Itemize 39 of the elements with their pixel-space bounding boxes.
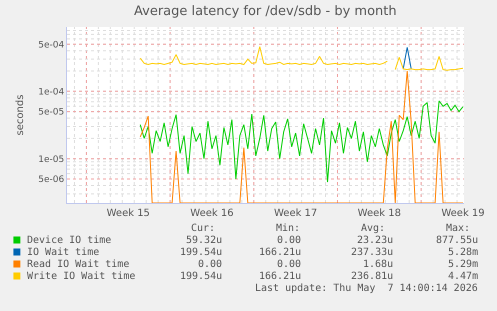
text: 5.28m bbox=[448, 247, 478, 258]
text: 877.55u bbox=[436, 235, 478, 246]
line-series bbox=[140, 70, 464, 203]
legend-label: Device IO time bbox=[27, 235, 112, 246]
y-tick-label: 5e-05 bbox=[38, 108, 64, 118]
text: 0.00 bbox=[198, 259, 222, 270]
x-tick-label: Week 16 bbox=[190, 208, 234, 219]
text: 5.29m bbox=[448, 259, 478, 270]
chart-title: Average latency for /dev/sdb - by month bbox=[134, 4, 397, 19]
text: 0.00 bbox=[277, 235, 302, 246]
y-tick-label: 5e-04 bbox=[38, 40, 64, 50]
text: Cur: bbox=[191, 223, 216, 234]
x-tick-label: Week 19 bbox=[441, 208, 485, 219]
text: 237.33u bbox=[351, 247, 394, 258]
text: 199.54u bbox=[180, 271, 222, 282]
text: 236.81u bbox=[351, 271, 394, 282]
text: Max: bbox=[446, 223, 470, 234]
y-tick-label: 1e-05 bbox=[38, 154, 64, 165]
text: 4.47m bbox=[448, 271, 478, 282]
x-tick-label: Week 18 bbox=[358, 208, 401, 219]
text: Last update: Thu May 7 14:00:14 2026 bbox=[255, 283, 478, 294]
legend-label: Read IO Wait time bbox=[27, 259, 130, 270]
line-series bbox=[140, 100, 464, 183]
text: 1.68u bbox=[363, 259, 394, 270]
text: 199.54u bbox=[180, 247, 222, 258]
y-tick-label: 1e-04 bbox=[38, 87, 64, 98]
text: 166.21u bbox=[259, 271, 302, 282]
text: 59.32u bbox=[186, 235, 222, 246]
legend-label: IO Wait time bbox=[27, 247, 100, 258]
y-tick-label: 5e-06 bbox=[38, 175, 64, 186]
text: 166.21u bbox=[259, 247, 302, 258]
text: 23.23u bbox=[357, 235, 394, 246]
x-tick-label: Week 15 bbox=[106, 208, 150, 219]
legend-label: Write IO Wait time bbox=[27, 271, 136, 282]
text: 0.00 bbox=[277, 259, 302, 270]
x-tick-label: Week 17 bbox=[274, 208, 318, 219]
y-axis-title: seconds bbox=[15, 94, 26, 136]
text: Avg: bbox=[361, 223, 386, 234]
text: Min: bbox=[276, 223, 300, 234]
